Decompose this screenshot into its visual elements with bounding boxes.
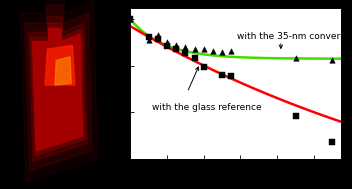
Polygon shape — [29, 16, 87, 161]
Point — [329, 141, 335, 144]
Point — [192, 48, 197, 51]
Text: with the 35-nm converter: with the 35-nm converter — [237, 32, 352, 41]
Point — [219, 74, 225, 77]
Polygon shape — [55, 57, 71, 85]
Point — [127, 18, 133, 21]
Point — [219, 50, 225, 53]
Polygon shape — [20, 0, 98, 182]
Point — [155, 37, 161, 40]
Polygon shape — [45, 45, 75, 85]
Point — [183, 51, 188, 54]
Point — [228, 49, 234, 52]
Point — [146, 39, 151, 42]
Y-axis label: Absorbance(Normalized): Absorbance(Normalized) — [102, 27, 112, 139]
Point — [183, 46, 188, 49]
Point — [146, 35, 151, 38]
Text: with the glass reference: with the glass reference — [152, 103, 262, 112]
Point — [127, 18, 133, 21]
Point — [293, 56, 298, 59]
Point — [201, 65, 207, 68]
Point — [201, 48, 207, 51]
Point — [210, 49, 216, 52]
Point — [173, 43, 179, 46]
Point — [164, 41, 170, 44]
Point — [293, 114, 298, 117]
Point — [228, 75, 234, 78]
Point — [192, 56, 197, 59]
X-axis label: Time(h): Time(h) — [218, 173, 253, 182]
Point — [155, 34, 161, 37]
Point — [164, 44, 170, 47]
Polygon shape — [31, 23, 85, 156]
Point — [329, 58, 335, 61]
Polygon shape — [32, 28, 82, 151]
Polygon shape — [25, 5, 92, 171]
Point — [173, 48, 179, 51]
